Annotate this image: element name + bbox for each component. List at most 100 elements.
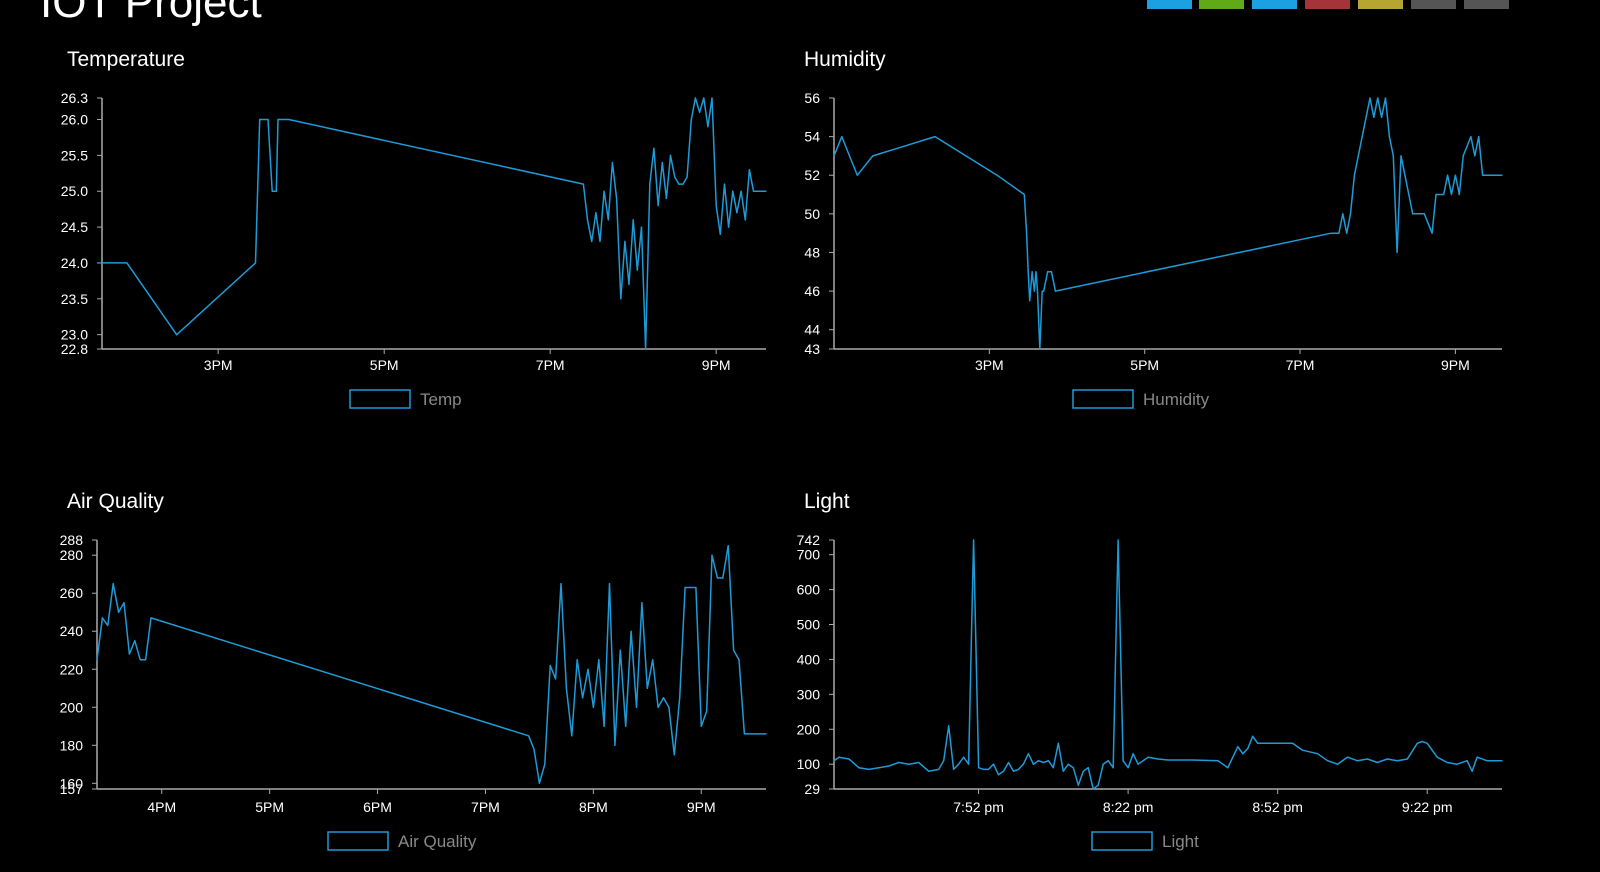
air-quality-data-point: [145, 659, 147, 661]
humidity-data-point: [1338, 232, 1340, 234]
temperature-data-point: [176, 334, 178, 336]
air-quality-data-point: [587, 668, 589, 670]
temperature-data-point: [732, 190, 734, 192]
temperature-y-tick-label: 23.5: [61, 291, 88, 307]
temperature-data-point: [703, 97, 705, 99]
air-quality-data-point: [571, 735, 573, 737]
temperature-title: Temperature: [67, 48, 185, 71]
light-legend-swatch[interactable]: [1091, 831, 1153, 851]
light-data-point: [1486, 760, 1488, 762]
light-data-point: [1122, 760, 1124, 762]
light-series-line: [833, 539, 1502, 790]
humidity-data-point: [1396, 251, 1398, 254]
humidity-data-point: [1041, 290, 1043, 292]
light-y-tick-label: 600: [797, 582, 821, 598]
humidity-data-point: [1454, 174, 1456, 176]
swatch-blue[interactable]: [1147, 0, 1192, 9]
humidity-y-tick-label: 46: [804, 283, 820, 299]
temperature-y-tick-label: 25.5: [61, 147, 88, 163]
light-y-tick-label: 200: [797, 721, 821, 737]
air-quality-data-point: [635, 706, 638, 708]
temperature-data-point: [595, 212, 597, 214]
temperature-data-point: [277, 118, 279, 121]
air-quality-data-point: [646, 687, 648, 689]
air-quality-data-point: [134, 640, 136, 642]
temperature-legend[interactable]: Temp: [349, 389, 462, 409]
humidity-data-point: [996, 174, 998, 176]
temperature-data-point: [649, 183, 651, 185]
light-data-point: [833, 760, 835, 762]
temperature-data-point: [254, 262, 257, 264]
light-data-point: [1052, 767, 1054, 769]
air-quality-legend-swatch[interactable]: [327, 831, 389, 851]
temperature-data-point: [603, 190, 605, 192]
light-data-point: [1167, 759, 1169, 761]
humidity-data-point: [1412, 213, 1414, 215]
light-data-point: [1227, 767, 1229, 769]
light-x-tick-label: 7:52 pm: [953, 799, 1004, 815]
light-data-point: [1446, 761, 1448, 764]
temperature-data-point: [267, 118, 269, 121]
air-quality-data-point: [565, 687, 568, 689]
humidity-legend[interactable]: Humidity: [1072, 389, 1210, 409]
light-data-point: [868, 768, 870, 771]
temperature-data-point: [674, 176, 676, 178]
humidity-data-point: [1447, 174, 1449, 176]
air-quality-data-point: [738, 659, 740, 661]
swatch-blue-2[interactable]: [1252, 0, 1297, 9]
temperature-legend-swatch[interactable]: [349, 389, 411, 409]
light-data-point: [1037, 760, 1039, 762]
light-data-point: [1127, 767, 1129, 769]
humidity-data-point: [1384, 97, 1387, 99]
light-data-point: [1252, 735, 1254, 737]
swatch-gray-2[interactable]: [1464, 0, 1509, 9]
air-quality-legend[interactable]: Air Quality: [327, 831, 477, 851]
air-quality-data-point: [662, 697, 665, 699]
light-legend-label: Light: [1162, 832, 1199, 851]
light-data-point: [1092, 788, 1094, 790]
air-quality-data-point: [598, 659, 600, 661]
light-data-point: [1007, 761, 1010, 764]
humidity-legend-swatch[interactable]: [1072, 389, 1134, 409]
temperature-y-tick-label: 22.8: [61, 341, 88, 357]
temperature-data-point: [690, 118, 692, 121]
humidity-x-tick-label: 3PM: [975, 357, 1004, 373]
light-data-point: [1017, 768, 1020, 771]
temperature-data-point: [728, 226, 730, 228]
swatch-green[interactable]: [1199, 0, 1244, 9]
humidity-data-point: [1408, 193, 1410, 196]
humidity-series-line: [833, 97, 1502, 350]
humidity-data-point: [1462, 155, 1464, 157]
humidity-data-point: [1423, 213, 1425, 215]
light-data-point: [1027, 753, 1029, 755]
air-quality-series-line: [96, 544, 766, 785]
air-quality-data-point: [614, 744, 616, 746]
swatch-gray[interactable]: [1411, 0, 1456, 9]
temperature-data-point: [711, 97, 713, 99]
light-data-point: [968, 763, 970, 765]
humidity-data-point: [1470, 136, 1472, 138]
temperature-data-point: [632, 219, 634, 221]
swatch-red[interactable]: [1305, 0, 1350, 9]
temperature-data-point: [607, 219, 609, 221]
air-quality-data-point: [139, 659, 141, 661]
light-data-point: [958, 763, 960, 765]
air-quality-data-point: [619, 649, 621, 651]
air-quality-legend-label: Air Quality: [398, 832, 477, 851]
air-quality-y-tick-label: 160: [60, 775, 84, 791]
light-legend[interactable]: Light: [1091, 831, 1199, 851]
temperature-data-point: [275, 190, 277, 192]
light-y-tick-label: 29: [804, 781, 820, 797]
humidity-y-tick-label: 56: [804, 90, 820, 106]
light-data-point: [838, 756, 840, 758]
temperature-data-point: [126, 262, 128, 264]
humidity-data-point: [1416, 213, 1418, 215]
air-quality-data-point: [128, 653, 130, 655]
temperature-data-point: [748, 169, 751, 171]
swatch-olive[interactable]: [1358, 0, 1403, 9]
air-quality-data-point: [107, 624, 109, 627]
humidity-data-point: [1353, 174, 1355, 176]
light-y-tick-label: 100: [797, 756, 821, 772]
humidity-data-point: [1036, 290, 1039, 292]
